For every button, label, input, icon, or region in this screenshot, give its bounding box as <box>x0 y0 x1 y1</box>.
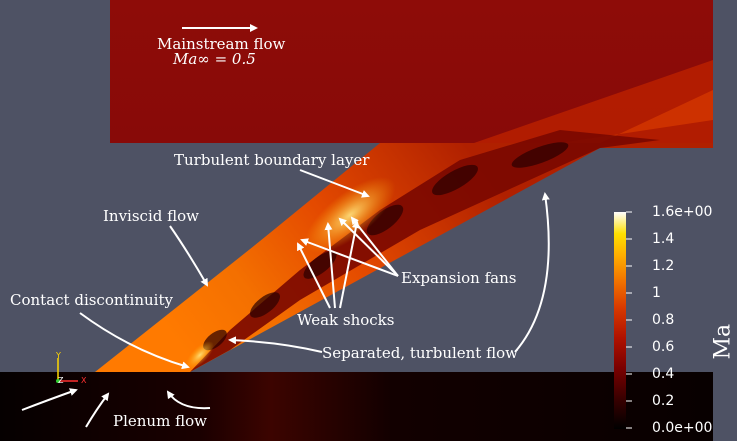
inviscid-flow-label: Inviscid flow <box>103 207 199 225</box>
colorbar-tick-label: 1.4 <box>652 231 675 247</box>
weak-shock-arrow-3 <box>339 220 360 309</box>
jet-plume-core <box>420 90 713 143</box>
turbulent-eddies <box>203 142 569 351</box>
annotation-arrows <box>21 24 550 428</box>
expansion-fans-label: Expansion fans <box>401 269 517 287</box>
colorbar-ticks <box>626 211 632 429</box>
plenum-region <box>0 372 713 441</box>
axis-x-label: X <box>81 376 87 385</box>
colorbar <box>614 212 626 429</box>
weak-shock-arrow-2 <box>324 222 336 309</box>
plenum-arrow-3 <box>166 390 211 410</box>
colorbar-tick-label: 0.4 <box>652 366 675 382</box>
plenum-flow-label: Plenum flow <box>113 412 207 430</box>
turbulent-bl-label: Turbulent boundary layer <box>174 151 370 169</box>
expansion-fan-arrow-2 <box>338 217 399 277</box>
mach-inf-label: Ma∞ = 0.5 <box>173 50 256 68</box>
axis-z-label: Z <box>58 376 64 385</box>
contact-discontinuity-arrow <box>79 312 190 370</box>
colorbar-tick-label: 0.6 <box>652 339 675 355</box>
contact-discontinuity-label: Contact discontinuity <box>10 291 173 309</box>
colorbar-tick-label: 1.6e+00 <box>652 204 713 220</box>
colorbar-tick-label: 0.8 <box>652 312 675 328</box>
separated-flow-label: Separated, turbulent flow <box>322 344 518 362</box>
cooling-hole-channel <box>95 146 474 372</box>
weak-shocks-label: Weak shocks <box>297 311 395 329</box>
colorbar-title: Ma <box>710 323 736 360</box>
axis-y-label: Y <box>56 351 61 360</box>
turbulent-bl-arrow <box>299 169 370 198</box>
separated-arrow <box>228 336 323 353</box>
jet-plume <box>380 60 713 143</box>
weak-shock-arrow-1 <box>297 242 331 309</box>
colorbar-tick-label: 0.0e+00 <box>652 420 713 436</box>
separated-arrow-2 <box>514 192 550 353</box>
colorbar-tick-label: 1 <box>652 285 661 301</box>
plenum-arrow-2 <box>85 392 110 428</box>
mainstream-flow-label: Mainstream flow <box>157 35 286 53</box>
colorbar-tick-label: 0.2 <box>652 393 675 409</box>
inviscid-arrow <box>169 225 208 287</box>
orientation-axes <box>56 358 78 383</box>
plenum-arrow-1 <box>21 388 78 411</box>
expansion-glow <box>304 176 396 254</box>
colorbar-tick-label: 1.2 <box>652 258 675 274</box>
inlet-glow <box>186 341 214 369</box>
